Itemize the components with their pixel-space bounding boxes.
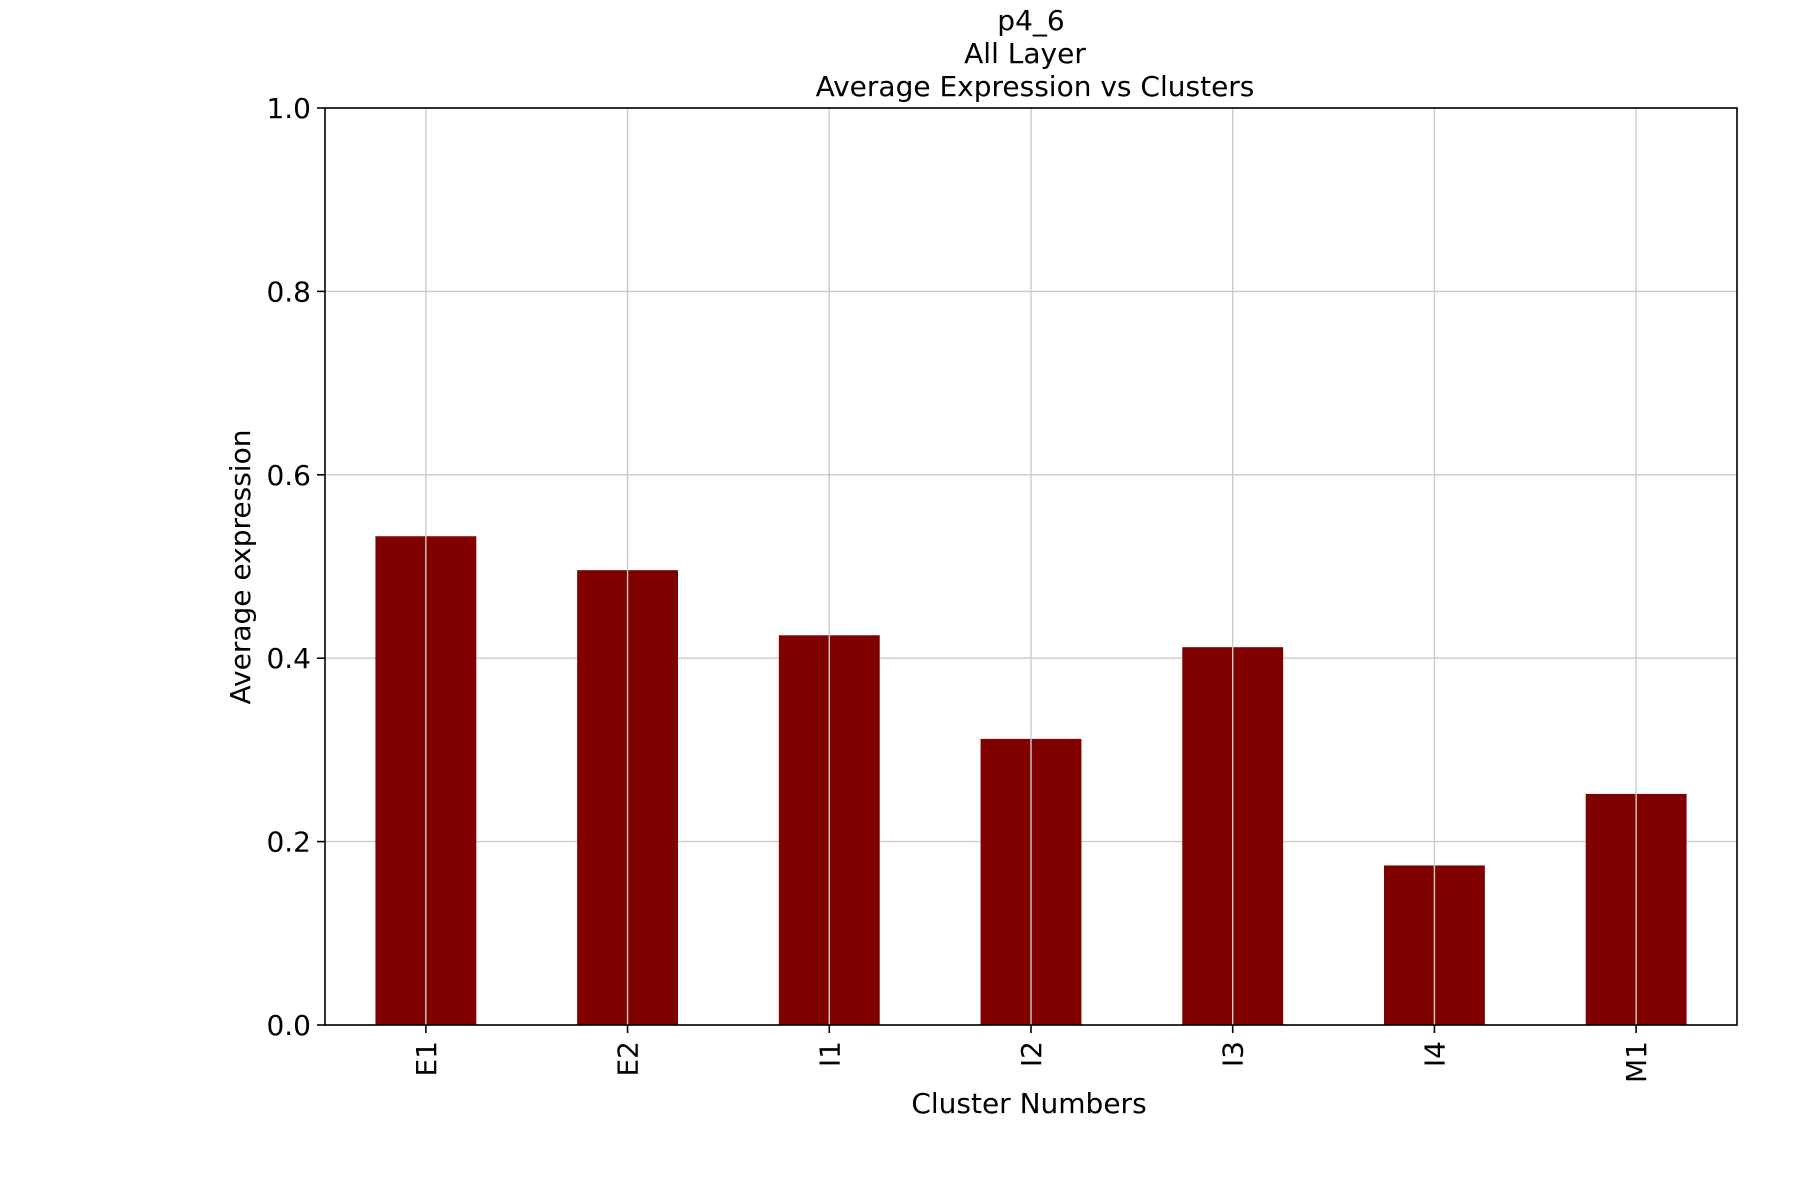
y-axis-ticks: 0.0 0.2 0.4 0.6 0.8 1.0 (266, 92, 325, 1042)
x-axis-label: Cluster Numbers (911, 1087, 1146, 1120)
x-tick-label-m1: M1 (1620, 1041, 1653, 1083)
x-tick-label-i4: I4 (1418, 1041, 1451, 1067)
x-tick-label-i2: I2 (1015, 1041, 1048, 1067)
chart-title-line-3: Average Expression vs Clusters (816, 70, 1255, 103)
y-tick-label: 0.6 (266, 459, 311, 492)
x-axis-ticks: E1 E2 I1 I2 I3 I4 M1 (410, 1025, 1653, 1083)
y-tick-label: 0.0 (266, 1009, 311, 1042)
vertical-grid-lines (425, 108, 1637, 1025)
chart-title: p4_6 All Layer Average Expression vs Clu… (816, 4, 1255, 103)
y-tick-label: 0.2 (266, 826, 311, 859)
y-axis-label: Average expression (224, 430, 257, 705)
y-tick-label: 0.8 (266, 275, 311, 308)
x-tick-label-i3: I3 (1217, 1041, 1250, 1067)
chart-title-line-1: p4_6 (997, 4, 1064, 37)
y-tick-label: 1.0 (266, 92, 311, 125)
x-tick-label-e2: E2 (612, 1041, 645, 1077)
y-tick-label: 0.4 (266, 642, 311, 675)
chart-title-line-2: All Layer (964, 37, 1086, 70)
x-tick-label-i1: I1 (813, 1041, 846, 1067)
x-tick-label-e1: E1 (410, 1041, 443, 1077)
